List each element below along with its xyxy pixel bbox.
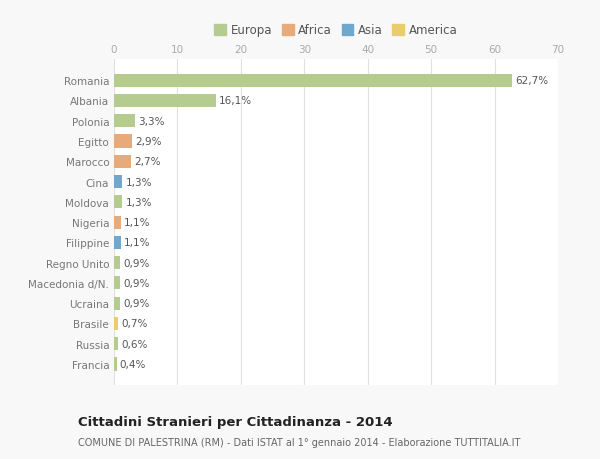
Text: 1,1%: 1,1% — [124, 238, 151, 248]
Bar — [114, 115, 135, 128]
Bar — [114, 257, 120, 269]
Text: Cittadini Stranieri per Cittadinanza - 2014: Cittadini Stranieri per Cittadinanza - 2… — [78, 415, 392, 428]
Text: 3,3%: 3,3% — [138, 117, 164, 127]
Text: 0,9%: 0,9% — [123, 298, 149, 308]
Text: 1,3%: 1,3% — [125, 177, 152, 187]
Bar — [114, 277, 120, 290]
Text: 0,7%: 0,7% — [122, 319, 148, 329]
Text: 0,4%: 0,4% — [120, 359, 146, 369]
Bar — [114, 216, 121, 229]
Text: 16,1%: 16,1% — [219, 96, 253, 106]
Bar — [114, 156, 131, 168]
Bar — [114, 74, 512, 88]
Text: 0,9%: 0,9% — [123, 278, 149, 288]
Bar — [114, 95, 216, 108]
Text: 2,7%: 2,7% — [134, 157, 161, 167]
Legend: Europa, Africa, Asia, America: Europa, Africa, Asia, America — [211, 21, 461, 41]
Bar — [114, 135, 133, 148]
Text: COMUNE DI PALESTRINA (RM) - Dati ISTAT al 1° gennaio 2014 - Elaborazione TUTTITA: COMUNE DI PALESTRINA (RM) - Dati ISTAT a… — [78, 437, 520, 447]
Text: 2,9%: 2,9% — [136, 137, 162, 147]
Text: 62,7%: 62,7% — [515, 76, 548, 86]
Bar — [114, 317, 118, 330]
Bar — [114, 176, 122, 189]
Bar — [114, 358, 116, 371]
Bar — [114, 236, 121, 249]
Text: 0,6%: 0,6% — [121, 339, 148, 349]
Bar — [114, 297, 120, 310]
Bar — [114, 337, 118, 351]
Text: 1,3%: 1,3% — [125, 197, 152, 207]
Bar — [114, 196, 122, 209]
Text: 0,9%: 0,9% — [123, 258, 149, 268]
Text: 1,1%: 1,1% — [124, 218, 151, 228]
